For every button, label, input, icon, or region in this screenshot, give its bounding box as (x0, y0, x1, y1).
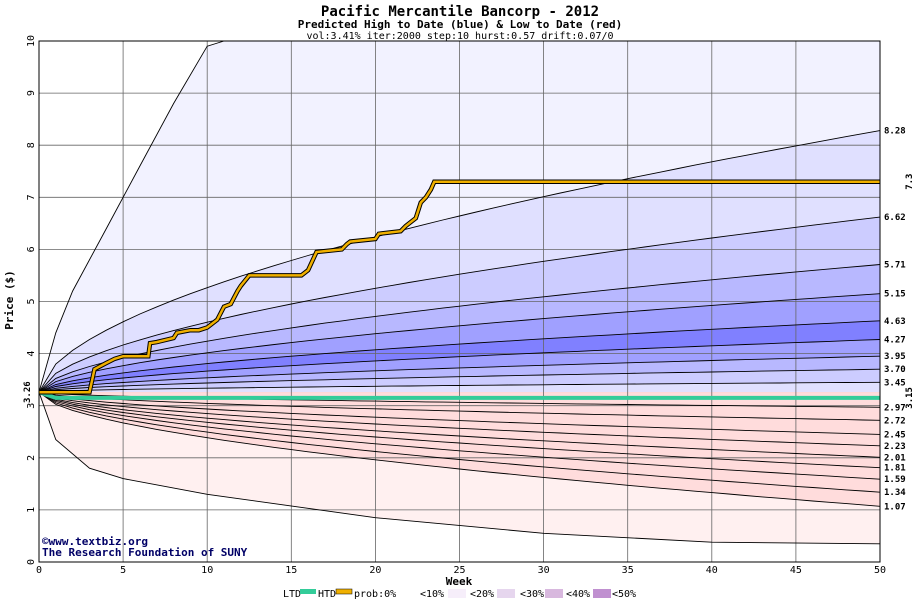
legend-p40-label: <40% (566, 589, 590, 600)
credit-website: ©www.textbiz.org (42, 535, 148, 548)
quantile-line-4.63 (38, 320, 881, 393)
chart-title: Pacific Mercantile Bancorp - 2012 (321, 4, 599, 20)
x-tick-label: 5 (120, 565, 126, 576)
legend-htd-swatch (335, 588, 353, 595)
x-tick-label: 45 (790, 565, 802, 576)
quantile-label: 2.97 (884, 403, 906, 413)
y-tick-label: 0 (26, 559, 37, 565)
outer-high-line (38, 40, 225, 393)
outer-low-line (38, 392, 881, 545)
legend: LTD HTD prob:0% <10% <20% <30% <40% <50% (283, 588, 636, 600)
quantile-label: 3.45 (884, 378, 906, 388)
grid (38, 40, 881, 563)
y-tick-label: 5 (26, 298, 37, 304)
x-tick-label: 35 (622, 565, 634, 576)
legend-p10-label: <10% (420, 589, 444, 600)
quantile-line-8.28 (38, 130, 881, 393)
htd-line (39, 180, 880, 394)
quantile-line-3.70 (38, 368, 881, 393)
legend-p50-label: <50% (612, 589, 636, 600)
plot-frame (38, 40, 881, 563)
quantile-label: 1.07 (884, 502, 906, 512)
quantile-line-1.34 (38, 391, 881, 493)
x-axis-label: Week (446, 575, 473, 588)
legend-p30-label: <30% (520, 589, 544, 600)
legend-ltd-swatch (300, 589, 316, 594)
y-tick-label: 3 (26, 403, 37, 409)
quantile-line-4.27 (38, 339, 881, 393)
x-tick-label: 10 (201, 565, 213, 576)
chart-subtitle: Predicted High to Date (blue) & Low to D… (298, 18, 623, 31)
y-tick-label: 2 (26, 455, 37, 461)
quantile-line-5.15 (38, 293, 881, 393)
legend-swatch-0 (398, 589, 416, 598)
x-tick-label: 25 (453, 565, 465, 576)
quantile-label: 1.81 (884, 464, 906, 474)
quantile-label: 6.62 (884, 213, 906, 223)
y-tick-label: 7 (26, 194, 37, 200)
quantile-label: 2.01 (884, 453, 906, 463)
quantile-line-1.07 (38, 391, 881, 507)
y-tick-label: 4 (26, 351, 37, 357)
quantile-label: 1.59 (884, 475, 906, 485)
legend-ltd-label: LTD (283, 589, 301, 600)
x-tick-label: 50 (874, 565, 886, 576)
quantile-label: 4.27 (884, 336, 906, 346)
legend-swatch-20 (497, 589, 515, 598)
y-tick-label: 10 (26, 35, 37, 47)
quantile-line-2.72 (38, 391, 881, 421)
chart-params: vol:3.41% iter:2000 step:10 hurst:0.57 d… (306, 31, 613, 42)
quantile-line-2.23 (38, 391, 881, 447)
ltd-value-label: 3.15 (905, 387, 915, 409)
quantile-line-2.45 (38, 391, 881, 435)
quantile-label: 5.15 (884, 290, 906, 300)
x-tick-label: 15 (285, 565, 297, 576)
htd-value-label: 7.3 (905, 174, 915, 190)
quantile-label: 3.70 (884, 365, 906, 375)
quantile-label: 4.63 (884, 317, 906, 327)
plot-area: 0 5 10 15 20 25 30 35 40 45 500123456789108.286.62… (23, 35, 915, 576)
y-tick-label: 1 (26, 507, 37, 513)
quantile-line-3.45 (38, 381, 881, 393)
quantile-line-1.81 (38, 391, 881, 469)
legend-htd-label: HTD (318, 589, 336, 600)
quantile-label: 2.23 (884, 442, 906, 452)
quantile-label: 8.28 (884, 127, 906, 137)
x-tick-label: 30 (538, 565, 550, 576)
legend-p20-label: <20% (470, 589, 494, 600)
quantile-label: 5.71 (884, 261, 906, 271)
x-tick-label: 20 (369, 565, 381, 576)
quantile-label: 3.95 (884, 352, 906, 362)
legend-swatch-10 (448, 589, 466, 598)
quantile-line-1.59 (38, 391, 881, 480)
start-price-label: 3.26 (23, 381, 33, 403)
y-tick-label: 9 (26, 90, 37, 96)
credit-org: The Research Foundation of SUNY (42, 546, 248, 559)
quantile-label: 2.72 (884, 416, 906, 426)
quantile-line-5.71 (38, 264, 881, 393)
x-tick-label: 40 (706, 565, 718, 576)
quantile-line-2.01 (38, 391, 881, 458)
legend-prob-label: prob:0% (354, 589, 396, 600)
quantile-label: 1.34 (884, 488, 906, 498)
y-axis-label: Price ($) (3, 270, 16, 330)
y-tick-label: 8 (26, 142, 37, 148)
y-tick-label: 6 (26, 246, 37, 252)
legend-swatch-30 (545, 589, 563, 598)
legend-swatch-40 (593, 589, 611, 598)
quantile-line-6.62 (38, 216, 881, 393)
quantile-line-3.95 (38, 355, 881, 393)
x-tick-label: 0 (36, 565, 42, 576)
quantile-label: 2.45 (884, 430, 906, 440)
